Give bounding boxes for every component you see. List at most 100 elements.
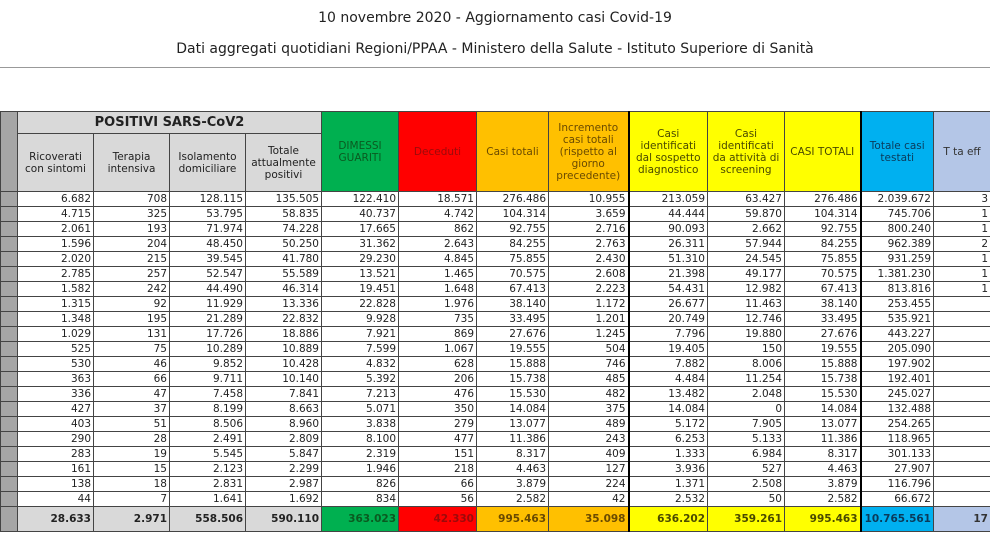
table-cell: 1.596: [17, 236, 94, 252]
table-cell: 5.847: [245, 446, 322, 462]
table-cell: 254.265: [859, 416, 934, 432]
table-cell: 104.314: [784, 206, 861, 222]
table-cell: 58.835: [245, 206, 322, 222]
table-cell: 813.816: [859, 281, 934, 297]
table-cell: 2.716: [548, 221, 629, 237]
table-cell: 476: [398, 386, 477, 402]
table-cell: 33.495: [476, 311, 549, 327]
table-cell: 57.944: [707, 236, 785, 252]
table-cell: 52.547: [169, 266, 246, 282]
table-cell: 869: [398, 326, 477, 342]
table-cell: 1: [933, 281, 990, 297]
table-cell: 1.946: [321, 461, 399, 477]
table-row: 2.785 257 52.547 55.589 13.521 1.465 70.575 2.6…: [0, 266, 990, 282]
region-cell: [0, 506, 18, 532]
table-cell: 2.508: [707, 476, 785, 492]
table-cell: 70.575: [476, 266, 549, 282]
region-header: [0, 111, 18, 192]
table-cell: 8.100: [321, 431, 399, 447]
table-cell: 995.463: [476, 506, 549, 532]
table-cell: [933, 416, 990, 432]
table-cell: 27.676: [784, 326, 861, 342]
table-cell: 3.879: [784, 476, 861, 492]
region-cell: [0, 446, 18, 462]
table-cell: 11.254: [707, 371, 785, 387]
table-row: 2.061 193 71.974 74.228 17.665 862 92.755 2.716…: [0, 221, 990, 237]
table-cell: 75.855: [784, 251, 861, 267]
region-cell: [0, 251, 18, 267]
table-row: 44 7 1.641 1.692 834 56 2.582 42 2.532 50 2.582 66.…: [0, 491, 990, 507]
table-cell: 1.648: [398, 281, 477, 297]
table-cell: 19.880: [707, 326, 785, 342]
header-casi-totali-2: CASI TOTALI: [784, 111, 861, 192]
table-cell: 4.845: [398, 251, 477, 267]
table-cell: 253.455: [859, 296, 934, 312]
table-cell: 2.809: [245, 431, 322, 447]
table-cell: 84.255: [476, 236, 549, 252]
table-cell: 90.093: [627, 221, 708, 237]
table-cell: 628: [398, 356, 477, 372]
table-cell: 2: [933, 236, 990, 252]
table-cell: 151: [398, 446, 477, 462]
table-cell: 150: [707, 341, 785, 357]
table-cell: 590.110: [245, 506, 322, 532]
table-cell: [933, 401, 990, 417]
table-row: 363 66 9.711 10.140 5.392 206 15.738 485 4.484 11…: [0, 371, 990, 387]
table-cell: 28: [93, 431, 170, 447]
table-cell: 197.902: [859, 356, 934, 372]
table-cell: 525: [17, 341, 94, 357]
table-cell: 13.482: [627, 386, 708, 402]
table-cell: 92.755: [784, 221, 861, 237]
table-cell: 7.458: [169, 386, 246, 402]
table-cell: 4.832: [321, 356, 399, 372]
table-cell: 276.486: [784, 191, 861, 207]
table-cell: 19: [93, 446, 170, 462]
table-cell: 10.289: [169, 341, 246, 357]
table-cell: 1.315: [17, 296, 94, 312]
table-cell: 1.172: [548, 296, 629, 312]
table-cell: [933, 326, 990, 342]
table-cell: 193: [93, 221, 170, 237]
table-cell: 15.888: [784, 356, 861, 372]
table-cell: 22.828: [321, 296, 399, 312]
table-cell: 2.608: [548, 266, 629, 282]
table-cell: 5.545: [169, 446, 246, 462]
table-row: 336 47 7.458 7.841 7.213 476 15.530 482 13.482 2.…: [0, 386, 990, 402]
table-cell: 15.888: [476, 356, 549, 372]
table-cell: 33.495: [784, 311, 861, 327]
table-cell: 1.465: [398, 266, 477, 282]
table-cell: 92: [93, 296, 170, 312]
table-cell: 14.084: [476, 401, 549, 417]
table-cell: 2.048: [707, 386, 785, 402]
table-row: 6.682 708 128.115 135.505 122.410 18.571 276.4…: [0, 191, 990, 207]
table-cell: 1: [933, 221, 990, 237]
table-cell: 504: [548, 341, 629, 357]
table-cell: 7: [93, 491, 170, 507]
table-cell: 13.521: [321, 266, 399, 282]
table-cell: 104.314: [476, 206, 549, 222]
table-cell: 800.240: [859, 221, 934, 237]
table-cell: 6.682: [17, 191, 94, 207]
table-cell: 9.928: [321, 311, 399, 327]
region-cell: [0, 416, 18, 432]
header-deceduti: Deceduti: [398, 111, 477, 192]
table-cell: 2.491: [169, 431, 246, 447]
table-cell: 257: [93, 266, 170, 282]
table-cell: 26.311: [627, 236, 708, 252]
table-cell: 1.333: [627, 446, 708, 462]
header-casi-testati: Totale casi testati: [859, 111, 934, 192]
table-cell: 92.755: [476, 221, 549, 237]
table-cell: 135.505: [245, 191, 322, 207]
table-cell: 59.870: [707, 206, 785, 222]
table-cell: 51.310: [627, 251, 708, 267]
table-cell: 5.172: [627, 416, 708, 432]
table-cell: 15: [93, 461, 170, 477]
table-cell: 745.706: [859, 206, 934, 222]
table-cell: 10.140: [245, 371, 322, 387]
table-cell: 2.582: [784, 491, 861, 507]
table-cell: 403: [17, 416, 94, 432]
table-cell: 276.486: [476, 191, 549, 207]
table-cell: 195: [93, 311, 170, 327]
table-cell: 27.676: [476, 326, 549, 342]
table-row: 283 19 5.545 5.847 2.319 151 8.317 409 1.333 6.98…: [0, 446, 990, 462]
